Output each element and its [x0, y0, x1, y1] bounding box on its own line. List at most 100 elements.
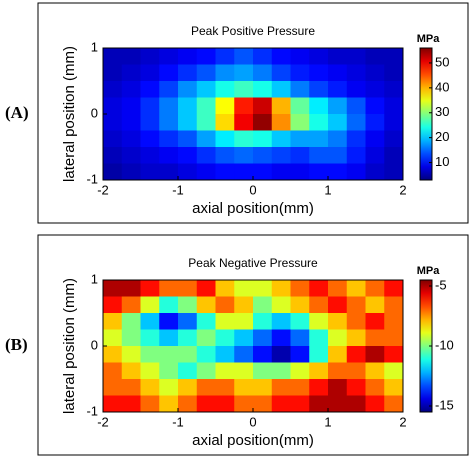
heatmap-cell — [215, 346, 235, 363]
heatmap-cell — [103, 81, 123, 98]
heatmap-cell — [196, 130, 216, 148]
heatmap-cell — [271, 64, 291, 82]
heatmap-cell — [346, 280, 366, 297]
panel-label: (A) — [5, 103, 29, 122]
heatmap-cell — [140, 81, 160, 98]
heatmap-cell — [159, 395, 179, 413]
y-tick-label: -1 — [86, 171, 98, 186]
heatmap-cell — [328, 346, 348, 363]
heatmap-cell — [328, 395, 348, 413]
heatmap-cell — [159, 329, 179, 347]
colorbar-tick-label: 40 — [435, 79, 449, 94]
heatmap-cell — [290, 346, 310, 363]
heatmap-cell — [196, 346, 216, 363]
colorbar-label: MPa — [417, 33, 441, 45]
heatmap-cell — [346, 114, 366, 131]
heatmap-cell — [346, 296, 366, 314]
heatmap-cell — [140, 395, 160, 413]
heatmap-cell — [140, 362, 160, 380]
heatmap-cell — [346, 97, 366, 115]
y-tick-label: 1 — [91, 39, 98, 54]
heatmap-cell — [121, 395, 141, 413]
colorbar-tick-label: -5 — [435, 277, 447, 292]
heatmap-cell — [234, 48, 254, 65]
heatmap-cell — [103, 313, 123, 330]
heatmap-cell — [290, 114, 310, 131]
heatmap-cell — [309, 313, 329, 330]
heatmap-cell — [365, 296, 385, 314]
heatmap-cell — [178, 97, 198, 115]
heatmap-cell — [103, 97, 123, 115]
heatmap-cell — [103, 114, 123, 131]
heatmap-cell — [215, 97, 235, 115]
colorbar-tick-label: -10 — [435, 337, 454, 352]
heatmap-cell — [384, 296, 404, 314]
heatmap-cell — [253, 130, 273, 148]
heatmap-cell — [121, 362, 141, 380]
heatmap-cell — [271, 280, 291, 297]
heatmap-cell — [253, 147, 273, 164]
heatmap-cell — [140, 280, 160, 297]
heatmap-cell — [290, 296, 310, 314]
heatmap-cell — [140, 313, 160, 330]
heatmap-cell — [234, 97, 254, 115]
heatmap-cell — [271, 296, 291, 314]
heatmap-cell — [271, 329, 291, 347]
heatmap-cell — [253, 379, 273, 396]
heatmap-cell — [328, 130, 348, 148]
heatmap-cell — [178, 81, 198, 98]
heatmap-cell — [159, 147, 179, 164]
y-tick-label: -1 — [86, 403, 98, 418]
heatmap-cell — [140, 296, 160, 314]
heatmap-cell — [365, 379, 385, 396]
heatmap-cell — [365, 395, 385, 413]
heatmap-cell — [215, 64, 235, 82]
heatmap-cell — [159, 130, 179, 148]
heatmap-cell — [328, 64, 348, 82]
heatmap-cell — [103, 163, 123, 181]
heatmap-cell — [253, 329, 273, 347]
heatmap-cell — [384, 346, 404, 363]
colorbar-tick-label: 50 — [435, 54, 449, 69]
heatmap-cell — [328, 97, 348, 115]
colorbar — [419, 47, 433, 181]
heatmap-cell — [253, 48, 273, 65]
heatmap-cell — [365, 147, 385, 164]
heatmap-cell — [215, 329, 235, 347]
heatmap-cell — [384, 114, 404, 131]
heatmap-cell — [346, 362, 366, 380]
heatmap-cell — [328, 313, 348, 330]
heatmap-cell — [178, 64, 198, 82]
colorbar-tick-label: 10 — [435, 154, 449, 169]
colorbar-label: MPa — [417, 265, 441, 277]
heatmap-cell — [196, 395, 216, 413]
heatmap-cell — [290, 379, 310, 396]
heatmap-cell — [159, 280, 179, 297]
heatmap-cell — [215, 114, 235, 131]
heatmap-cell — [121, 147, 141, 164]
heatmap-cell — [346, 81, 366, 98]
heatmap-cell — [196, 329, 216, 347]
heatmap-cell — [309, 362, 329, 380]
heatmap-cell — [384, 362, 404, 380]
heatmap-cell — [103, 346, 123, 363]
heatmap-cell — [234, 379, 254, 396]
heatmap-cell — [178, 313, 198, 330]
heatmap-cell — [103, 296, 123, 314]
heatmap-cell — [309, 163, 329, 181]
heatmap-cell — [309, 379, 329, 396]
heatmap-cell — [384, 64, 404, 82]
heatmap-cell — [178, 329, 198, 347]
heatmap-cell — [140, 64, 160, 82]
heatmap-cell — [234, 280, 254, 297]
heatmap-cell — [365, 313, 385, 330]
heatmap-cell — [384, 329, 404, 347]
heatmap-cell — [196, 163, 216, 181]
heatmap-cell — [271, 81, 291, 98]
heatmap-cell — [365, 81, 385, 98]
y-tick-label: 0 — [91, 337, 98, 352]
heatmap-cell — [215, 48, 235, 65]
heatmap-cell — [253, 280, 273, 297]
heatmap-cell — [140, 48, 160, 65]
